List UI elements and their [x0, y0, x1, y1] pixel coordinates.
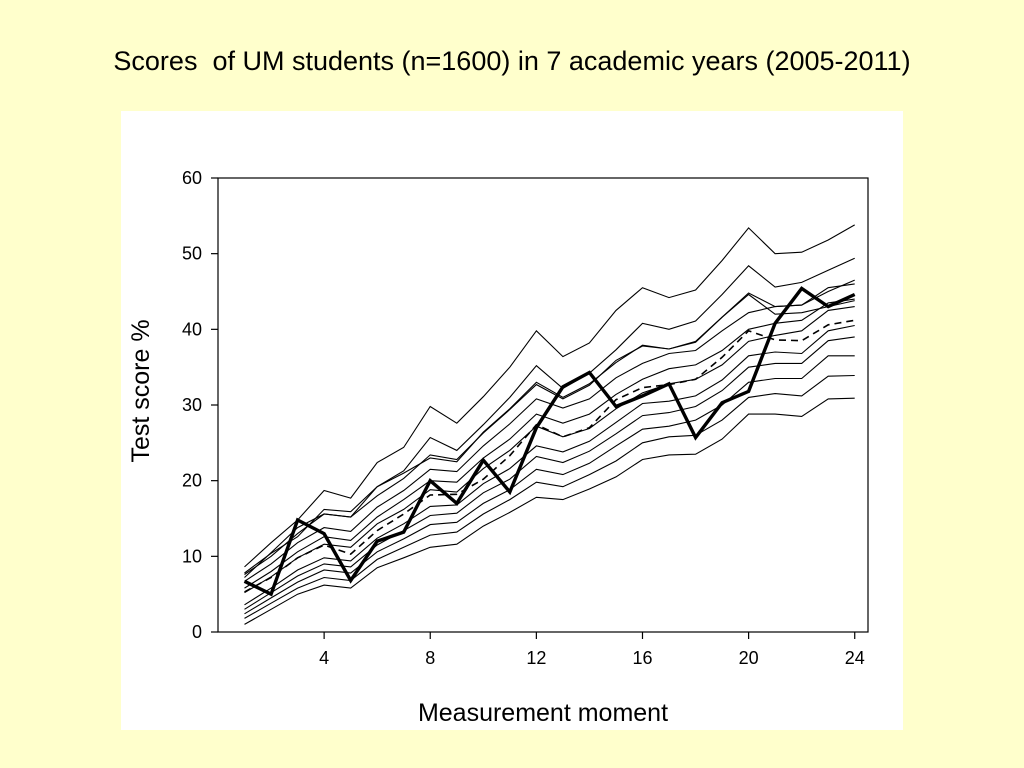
x-tick-label: 8 — [425, 648, 435, 668]
percentile-line-9 — [244, 293, 855, 575]
chart-panel: 4 8 12 16 20 24 0 10 20 30 40 50 60 Measurement mom… — [121, 111, 903, 730]
cohort-line — [243, 286, 856, 597]
percentile-line-11 — [244, 257, 855, 574]
percentile-line-6 — [244, 306, 855, 594]
y-tick-label: 20 — [182, 471, 202, 491]
x-axis-title: Measurement moment — [418, 699, 668, 727]
y-tick-label: 50 — [182, 244, 202, 264]
y-tick-label: 0 — [192, 622, 202, 642]
plot-area-frame — [217, 177, 869, 633]
percentile-line-1 — [244, 397, 855, 625]
line-chart: 4 8 12 16 20 24 0 10 20 30 40 50 60 Measurement mom… — [127, 168, 869, 727]
x-tick-label: 12 — [526, 648, 546, 668]
y-tick-label: 60 — [182, 168, 202, 188]
y-axis: 0 10 20 30 40 50 60 — [182, 168, 218, 642]
series-layer — [243, 224, 856, 625]
slide-title: Scores of UM students (n=1600) in 7 acad… — [113, 46, 911, 76]
percentile-line-10 — [244, 279, 855, 578]
x-tick-label: 20 — [739, 648, 759, 668]
x-tick-label: 24 — [845, 648, 865, 668]
percentile-line-4 — [244, 336, 855, 610]
percentile-line-5 — [244, 324, 855, 606]
percentile-line-12 — [244, 224, 855, 568]
y-tick-label: 30 — [182, 395, 202, 415]
x-tick-label: 4 — [319, 648, 329, 668]
x-tick-label: 16 — [632, 648, 652, 668]
y-tick-label: 10 — [182, 546, 202, 566]
percentile-line-2 — [244, 374, 855, 619]
y-axis-title: Test score % — [127, 319, 155, 462]
y-tick-label: 40 — [182, 319, 202, 339]
x-axis: 4 8 12 16 20 24 — [319, 632, 865, 668]
median-line — [244, 319, 855, 593]
percentile-line-8 — [244, 283, 855, 582]
percentile-line-7 — [244, 298, 855, 589]
